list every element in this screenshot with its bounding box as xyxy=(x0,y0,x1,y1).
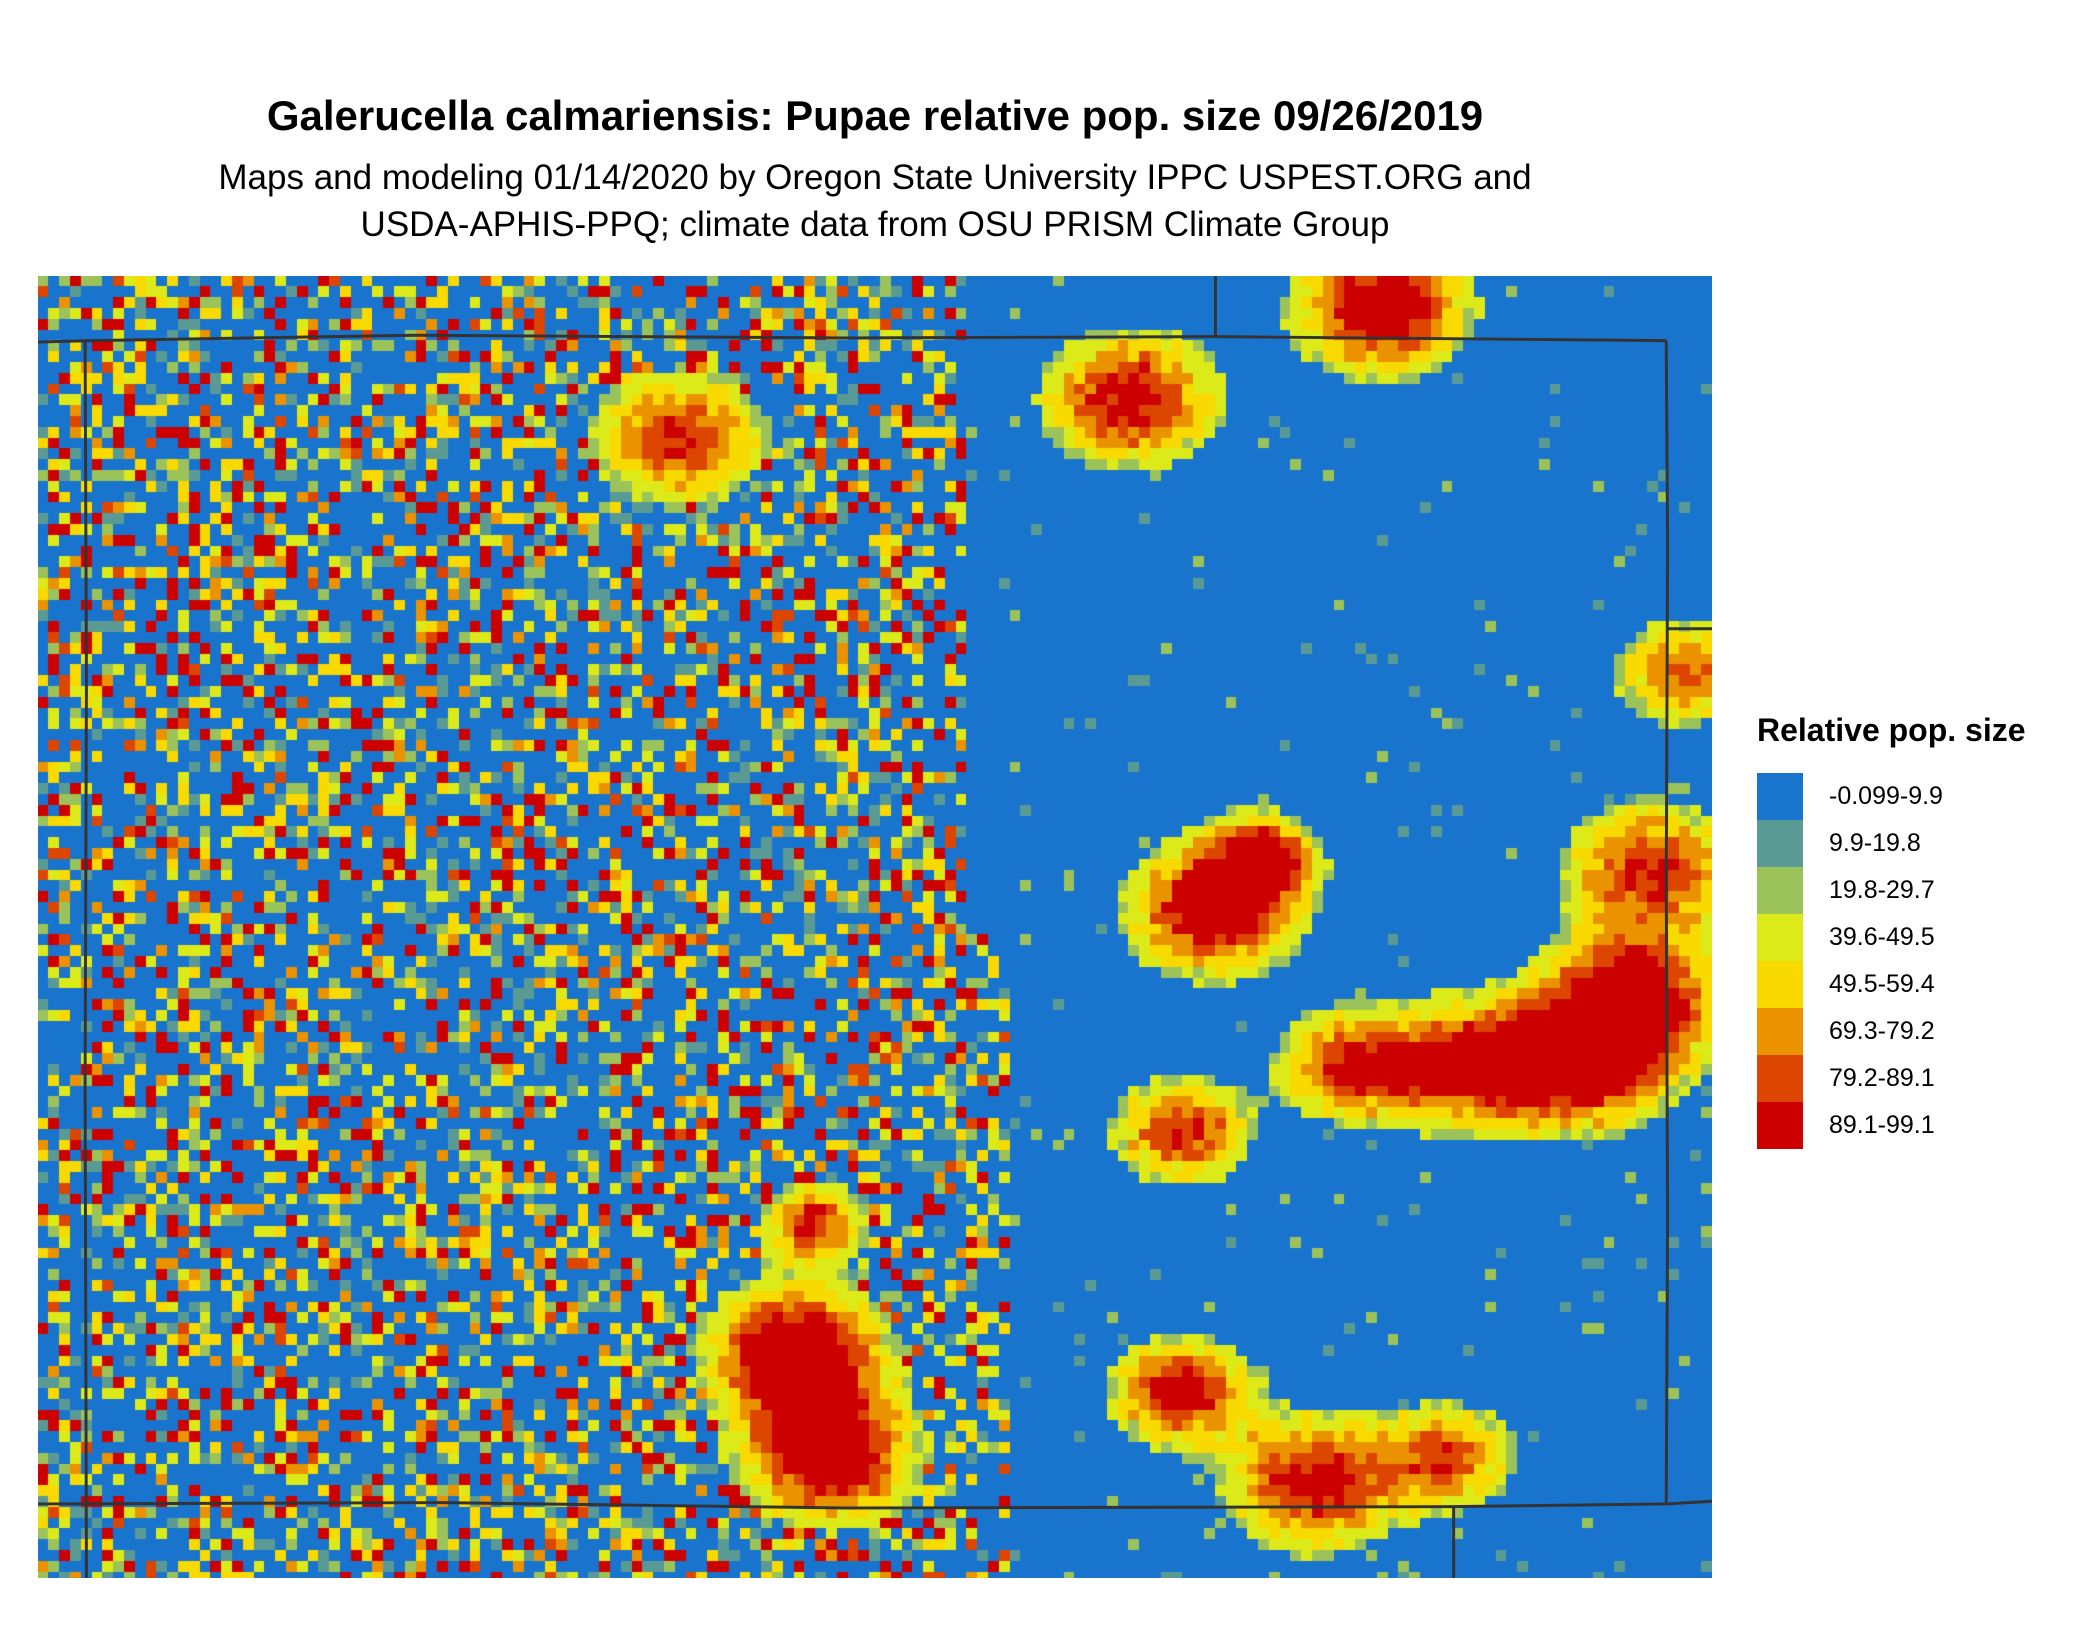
legend-swatch xyxy=(1757,867,1803,914)
legend-item: 39.6-49.5 xyxy=(1757,914,2026,961)
legend-swatch xyxy=(1757,914,1803,961)
legend-title: Relative pop. size xyxy=(1757,712,2026,748)
legend-label: 69.3-79.2 xyxy=(1829,1017,1935,1045)
legend-item: 19.8-29.7 xyxy=(1757,867,2026,914)
legend-item: 9.9-19.8 xyxy=(1757,820,2026,867)
map-subtitle-line-2: USDA-APHIS-PPQ; climate data from OSU PR… xyxy=(360,205,1390,244)
border-top xyxy=(38,333,1667,344)
border-left xyxy=(83,341,88,1578)
border-right xyxy=(1664,340,1670,1504)
map-title: Galerucella calmariensis: Pupae relative… xyxy=(266,92,1484,139)
legend-swatch xyxy=(1757,773,1803,820)
legend-swatch xyxy=(1757,1055,1803,1102)
legend-label: 49.5-59.4 xyxy=(1829,970,1935,998)
legend-label: 79.2-89.1 xyxy=(1829,1064,1935,1092)
legend-item: -0.099-9.9 xyxy=(1757,773,2026,820)
legend-item: 79.2-89.1 xyxy=(1757,1055,2026,1102)
border-bottom xyxy=(38,1501,1667,1510)
legend-item: 69.3-79.2 xyxy=(1757,1008,2026,1055)
legend-label: 89.1-99.1 xyxy=(1829,1111,1935,1139)
legend-swatch xyxy=(1757,820,1803,867)
border-southeast-edge xyxy=(1666,1499,1712,1506)
legend-item: 89.1-99.1 xyxy=(1757,1102,2026,1149)
legend-label: 39.6-49.5 xyxy=(1829,923,1935,951)
legend-label: 19.8-29.7 xyxy=(1829,876,1935,904)
population-raster-map xyxy=(38,276,1712,1578)
map-subtitle-line-1: Maps and modeling 01/14/2020 by Oregon S… xyxy=(218,158,1532,197)
legend-swatch xyxy=(1757,961,1803,1008)
legend-label: 9.9-19.8 xyxy=(1829,829,1921,857)
state-boundaries xyxy=(38,276,1712,1578)
legend-item: 49.5-59.4 xyxy=(1757,961,2026,1008)
legend-swatch xyxy=(1757,1102,1803,1149)
legend-swatch xyxy=(1757,1008,1803,1055)
legend-label: -0.099-9.9 xyxy=(1829,782,1943,810)
legend: Relative pop. size -0.099-9.9 9.9-19.8 19.… xyxy=(1757,712,2026,1149)
raster-layer xyxy=(38,276,1712,1578)
